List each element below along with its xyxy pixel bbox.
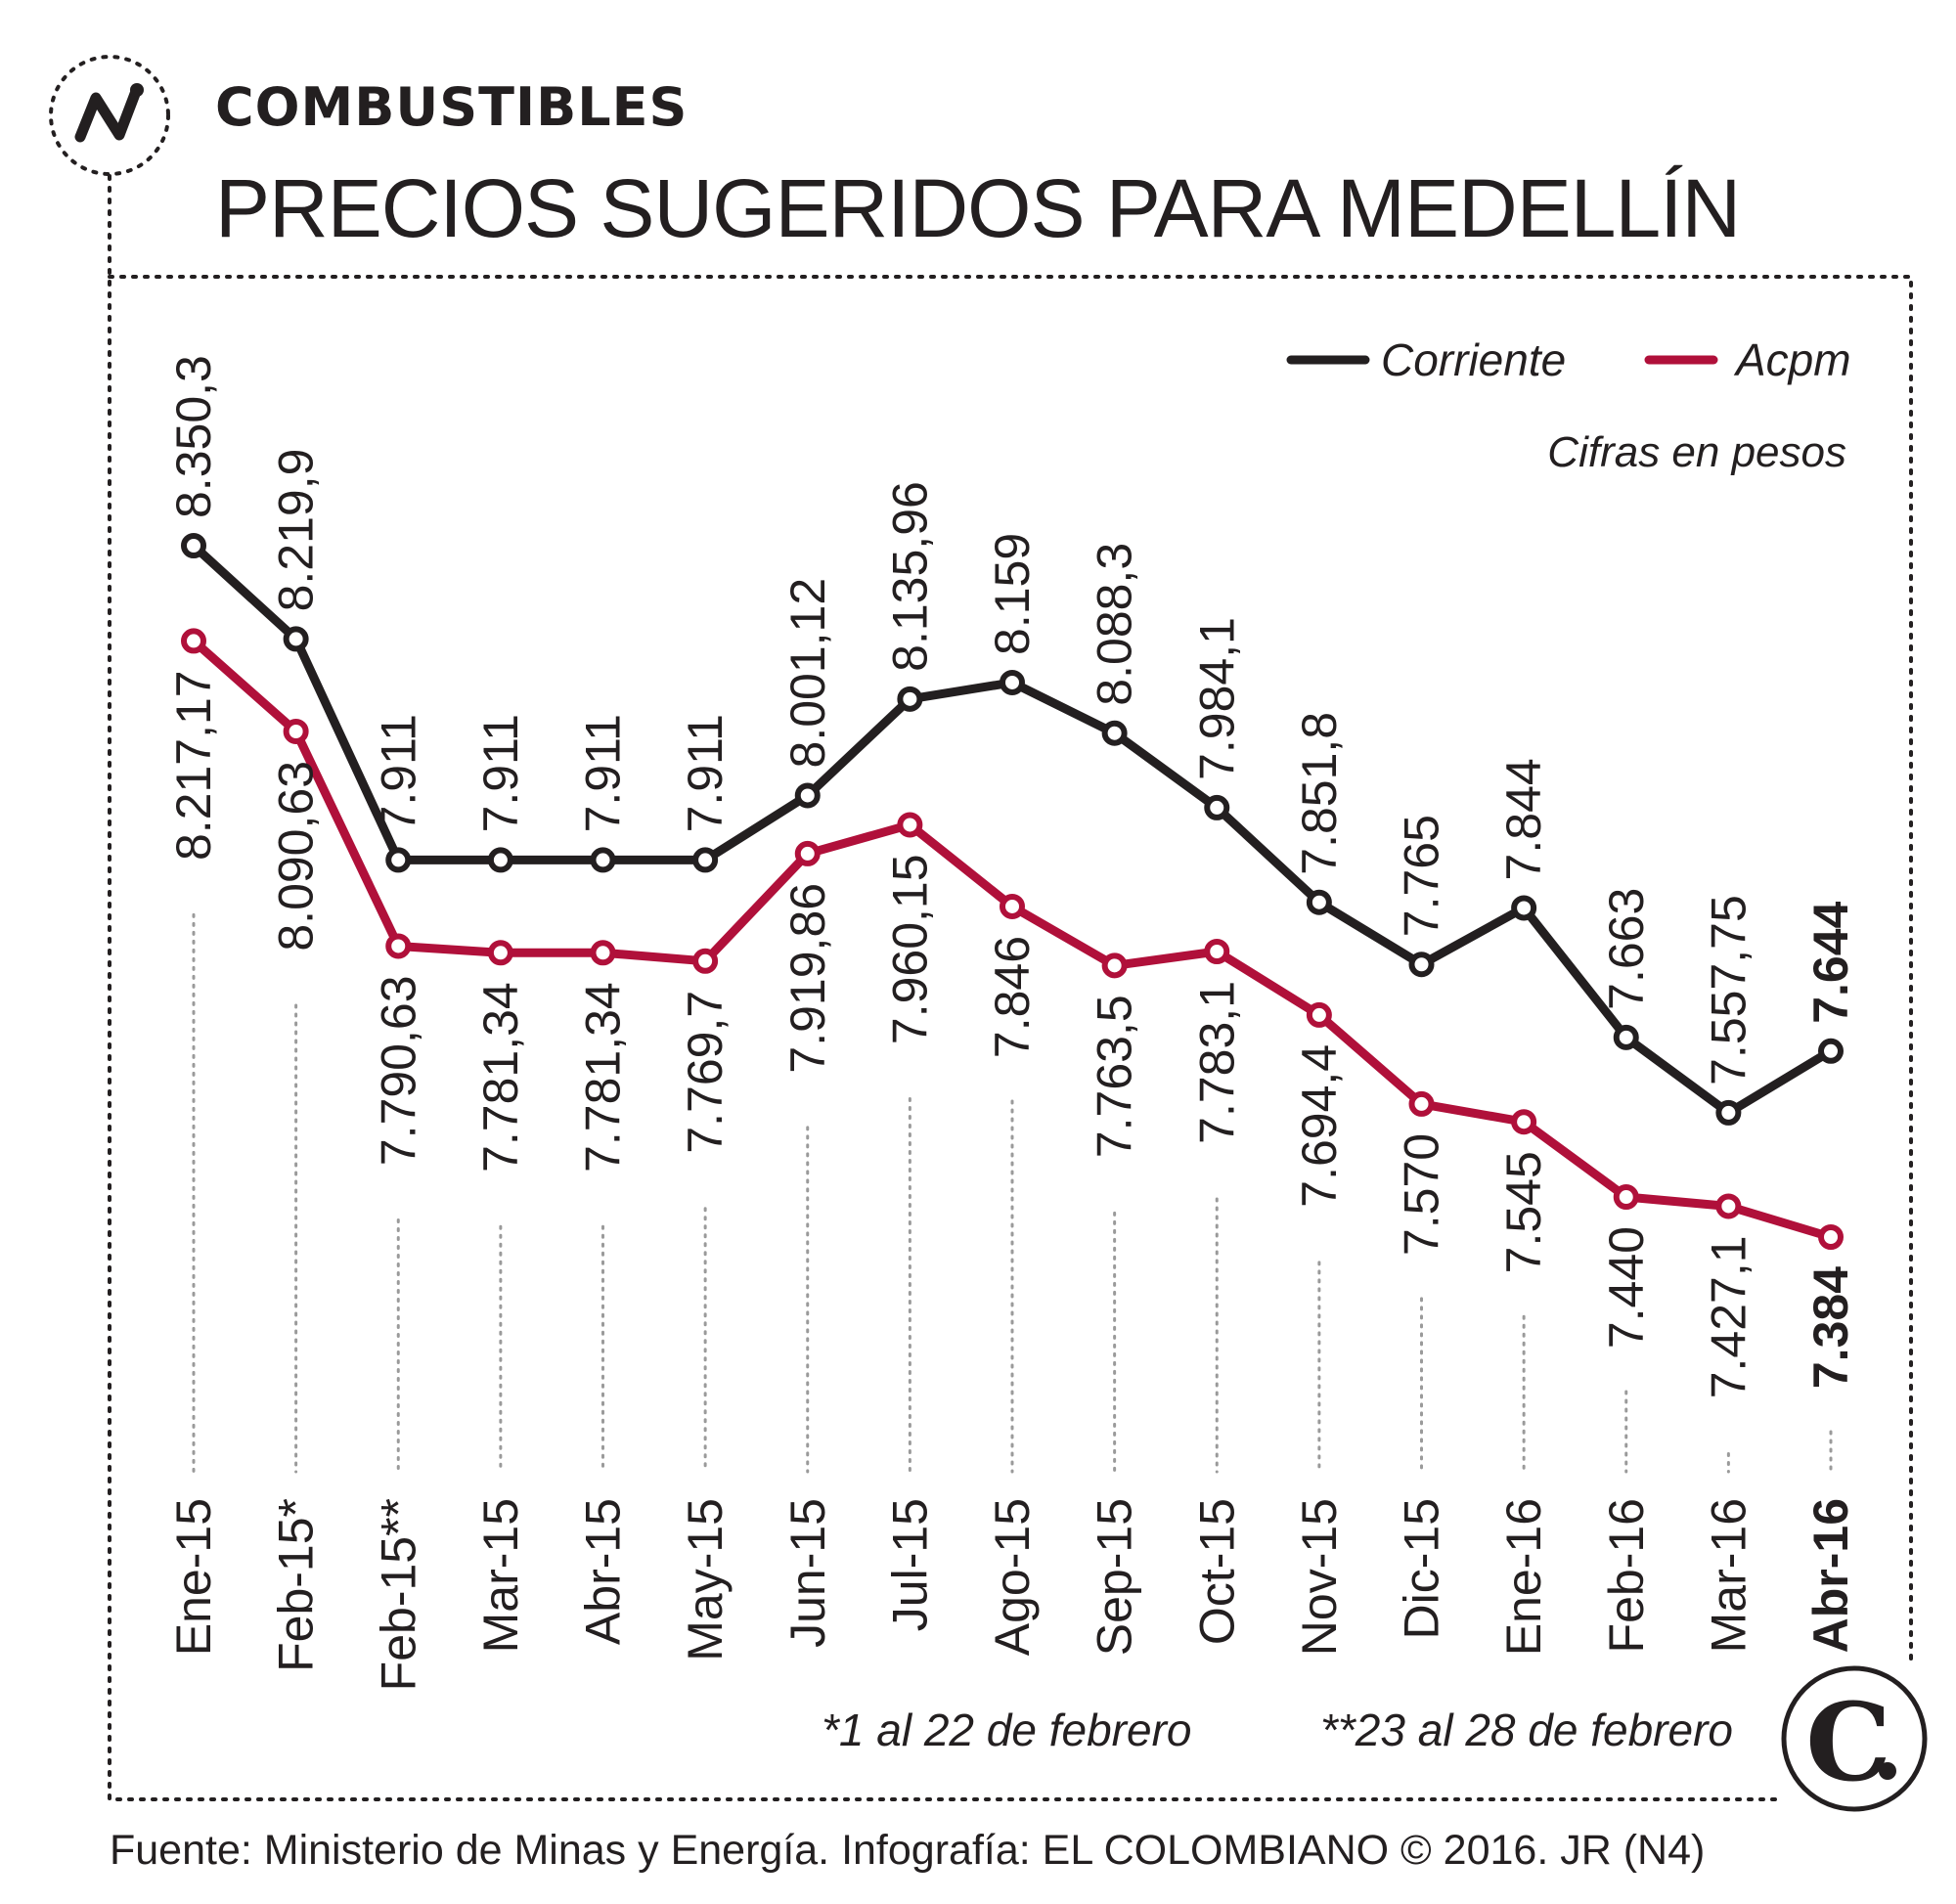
value-label-acpm: 7.694,4	[1292, 1044, 1347, 1208]
data-point-acpm	[590, 940, 616, 966]
data-point-corriente	[1613, 1024, 1639, 1050]
data-point-acpm	[1715, 1193, 1742, 1219]
dotted-frame	[108, 174, 1913, 1801]
value-label-corriente: 8.088,3	[1088, 543, 1142, 706]
data-point-acpm	[487, 940, 513, 966]
legend-label-corriente: Corriente	[1381, 334, 1567, 385]
value-label-acpm: 7.570	[1395, 1133, 1449, 1256]
value-label-corriente: 7.844	[1496, 758, 1551, 880]
category-label: Dic-15	[1395, 1498, 1449, 1639]
data-point-acpm	[283, 718, 309, 744]
value-label-acpm: 7.783,1	[1189, 981, 1244, 1144]
value-label-corriente: 8.350,3	[166, 355, 221, 518]
value-label-acpm: 7.960,15	[882, 854, 937, 1044]
value-label-acpm: 8.217,17	[166, 670, 221, 861]
value-label-corriente: 7.765	[1395, 815, 1449, 937]
data-point-acpm	[1204, 938, 1230, 964]
data-point-corriente	[385, 847, 412, 873]
units-note: Cifras en pesos	[1547, 428, 1846, 476]
category-label: Feb-16	[1599, 1498, 1654, 1653]
category-label: Feb-15*	[269, 1498, 324, 1672]
value-label-acpm: 7.763,5	[1088, 995, 1142, 1158]
legend	[1286, 355, 1718, 365]
footnote-1: *1 al 22 de febrero	[822, 1705, 1192, 1755]
data-point-corriente	[487, 847, 513, 873]
value-label-corriente: 8.135,96	[882, 481, 937, 672]
value-label-corriente: 7.984,1	[1189, 617, 1244, 780]
legend-label-acpm: Acpm	[1736, 334, 1851, 385]
data-point-acpm	[1306, 1001, 1332, 1028]
data-point-corriente	[1818, 1038, 1844, 1064]
category-label: May-15	[678, 1498, 733, 1661]
data-point-acpm	[1408, 1090, 1435, 1117]
value-label-acpm: 7.545	[1496, 1151, 1551, 1273]
data-point-corriente	[692, 847, 719, 873]
category-label: Mar-15	[473, 1498, 528, 1653]
category-label: Ene-15	[166, 1498, 221, 1656]
data-point-corriente	[1408, 952, 1435, 978]
data-point-corriente	[1511, 895, 1537, 921]
data-point-acpm	[1101, 952, 1128, 979]
value-label-acpm: 7.427,1	[1701, 1235, 1756, 1398]
value-label-acpm: 7.384	[1803, 1266, 1858, 1389]
data-point-corriente	[590, 847, 616, 873]
category-label: Feb-15**	[371, 1498, 425, 1691]
value-label-corriente: 7.663	[1599, 888, 1654, 1010]
data-point-corriente	[283, 626, 309, 652]
category-label: Oct-15	[1189, 1498, 1244, 1645]
data-point-corriente	[181, 533, 206, 558]
category-label: Jul-15	[882, 1498, 937, 1631]
value-label-corriente: 7.557,75	[1701, 895, 1756, 1085]
data-point-acpm	[1511, 1109, 1537, 1135]
value-label-corriente: 8.001,12	[780, 578, 835, 769]
data-point-corriente	[1204, 794, 1230, 820]
data-point-acpm	[897, 812, 923, 838]
svg-text:C: C	[1805, 1679, 1891, 1805]
category-label: Ago-15	[985, 1498, 1040, 1656]
value-label-corriente: 7.911	[678, 714, 733, 832]
category-label: Mar-16	[1701, 1498, 1756, 1653]
category-label: Abr-16	[1803, 1498, 1858, 1653]
value-label-acpm: 7.781,34	[576, 982, 631, 1173]
value-label-corriente: 8.159	[985, 533, 1040, 655]
category-label: Jun-15	[780, 1498, 835, 1648]
data-point-acpm	[1613, 1184, 1639, 1211]
data-point-corriente	[1101, 720, 1128, 746]
value-label-corriente: 8.219,9	[269, 449, 324, 612]
data-point-acpm	[181, 628, 206, 654]
value-label-acpm: 7.846	[985, 936, 1040, 1058]
category-label: Nov-15	[1292, 1498, 1347, 1656]
data-point-acpm	[385, 933, 412, 959]
value-label-corriente: 7.911	[371, 714, 425, 832]
value-label-acpm: 7.790,63	[371, 975, 425, 1166]
category-label: Sep-15	[1088, 1498, 1142, 1656]
value-label-corriente: 7.644	[1803, 901, 1858, 1023]
value-label-acpm: 7.440	[1599, 1226, 1654, 1349]
data-point-acpm	[1818, 1224, 1844, 1250]
data-point-corriente	[1000, 669, 1025, 695]
chart-kicker: COMBUSTIBLES	[215, 76, 689, 138]
el-colombiano-logo-icon: C	[1781, 1665, 1928, 1812]
source-credit: Fuente: Ministerio de Minas y Energía. I…	[110, 1827, 1706, 1874]
category-label: Ene-16	[1496, 1498, 1551, 1656]
footnote-2: **23 al 28 de febrero	[1320, 1705, 1733, 1755]
value-label-corriente: 7.911	[576, 714, 631, 832]
value-label-acpm: 7.919,86	[780, 883, 835, 1074]
data-point-acpm	[692, 948, 719, 974]
data-point-acpm	[794, 840, 821, 866]
value-label-acpm: 7.769,7	[678, 991, 733, 1154]
category-label: Abr-15	[576, 1498, 631, 1645]
value-label-corriente: 7.911	[473, 714, 528, 832]
data-point-corriente	[794, 782, 821, 809]
value-label-acpm: 8.090,63	[269, 761, 324, 952]
chart-title: PRECIOS SUGERIDOS PARA MEDELLÍN	[215, 162, 1741, 254]
data-point-acpm	[1000, 893, 1025, 919]
data-point-corriente	[897, 686, 923, 712]
value-label-corriente: 7.851,8	[1292, 712, 1347, 875]
data-point-corriente	[1715, 1099, 1742, 1126]
data-point-corriente	[1306, 889, 1332, 915]
value-label-acpm: 7.781,34	[473, 982, 528, 1173]
